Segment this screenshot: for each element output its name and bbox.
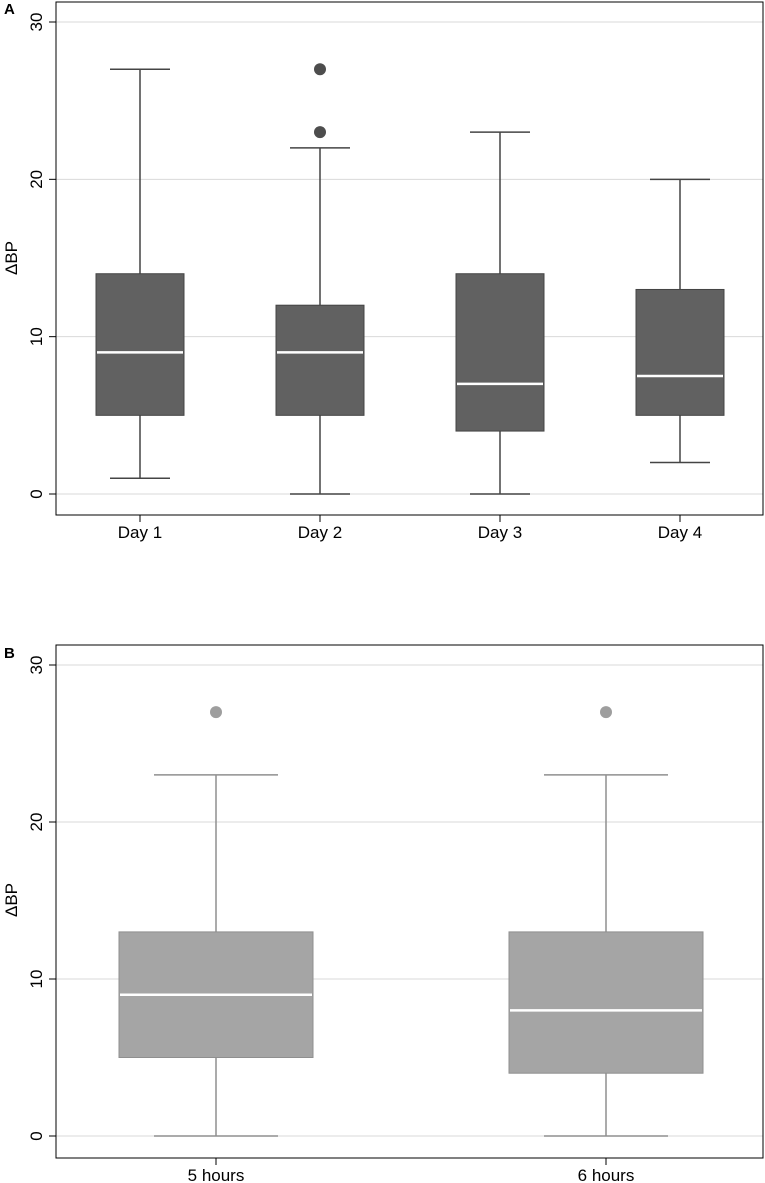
x-tick-label: Day 2 — [298, 523, 342, 542]
panel-a: A ΔBP 0 10 20 30 Day 1 Day 2 Day 3 Day 4 — [2, 1, 764, 542]
y-tick-label-30: 30 — [27, 656, 46, 675]
box-6-hours — [508, 931, 704, 1074]
x-tick-label: Day 3 — [478, 523, 522, 542]
box-day-2 — [275, 304, 365, 416]
y-tick-label-10: 10 — [27, 327, 46, 346]
box-day-4 — [635, 288, 725, 416]
plot-frame — [55, 644, 764, 1159]
panel-label: A — [4, 1, 15, 18]
panel-b: B ΔBP 0 10 20 30 5 hours 6 hours — [2, 644, 764, 1183]
box-day-1 — [95, 273, 185, 416]
x-tick-label: Day 1 — [118, 523, 162, 542]
y-tick-label-0: 0 — [27, 489, 46, 498]
y-axis-label: ΔBP — [2, 241, 21, 275]
outlier-point — [210, 706, 222, 719]
box-day-3 — [455, 273, 545, 432]
panel-label: B — [4, 645, 15, 662]
y-tick-label-20: 20 — [27, 813, 46, 832]
y-tick-label-0: 0 — [27, 1131, 46, 1140]
y-tick-label-30: 30 — [27, 13, 46, 32]
y-axis-label: ΔBP — [2, 883, 21, 917]
x-tick-label: Day 4 — [658, 523, 702, 542]
y-tick-label-20: 20 — [27, 170, 46, 189]
outlier-point — [314, 126, 326, 139]
outlier-point — [600, 706, 612, 719]
x-tick-label: 5 hours — [188, 1166, 245, 1183]
outlier-point — [314, 63, 326, 76]
x-tick-label: 6 hours — [578, 1166, 635, 1183]
plot-frame — [55, 1, 764, 516]
y-tick-label-10: 10 — [27, 970, 46, 989]
